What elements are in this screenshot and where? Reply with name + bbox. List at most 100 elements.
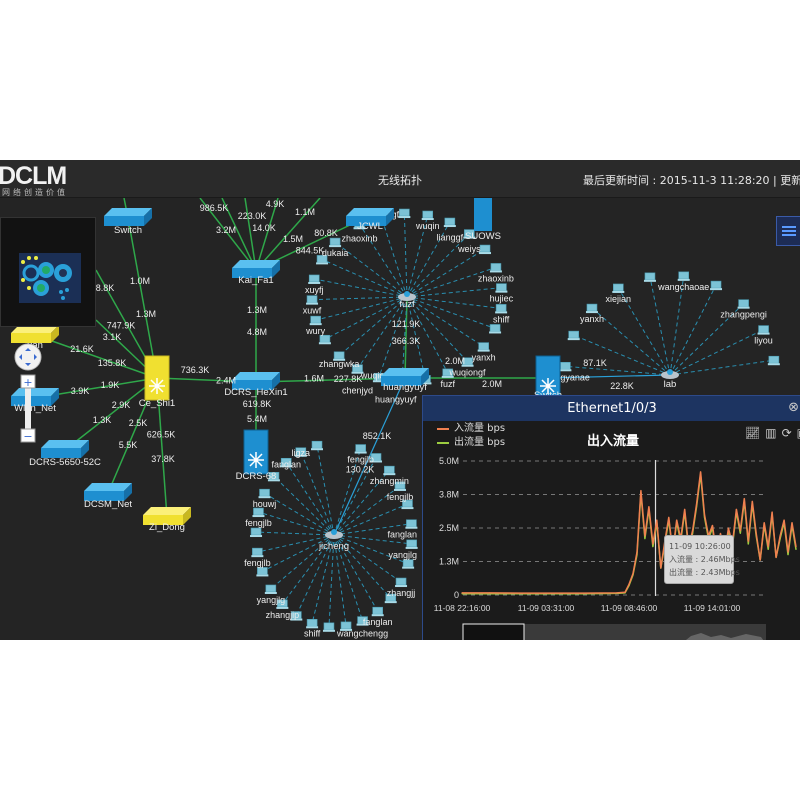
node-dcsm[interactable]: DCSM_Net [84, 483, 132, 510]
host-computer-icon[interactable] [264, 584, 277, 594]
host-computer-icon[interactable] [290, 611, 303, 621]
host-computer-icon[interactable] [322, 622, 335, 632]
host-computer-icon[interactable] [316, 255, 329, 265]
host-computer-icon[interactable] [306, 295, 319, 305]
host-computer-icon[interactable] [495, 283, 508, 293]
link-offscreen[interactable] [255, 198, 321, 271]
host-computer-icon[interactable] [294, 447, 307, 457]
host-computer-icon[interactable] [757, 325, 770, 335]
host-computer-icon[interactable] [421, 210, 434, 221]
node-fuzf[interactable]: fuzf [398, 291, 416, 310]
host-computer-icon[interactable] [256, 567, 269, 577]
host-computer-icon[interactable] [250, 527, 263, 538]
close-icon[interactable]: ⊗ [788, 400, 799, 415]
host-computer-icon[interactable] [267, 472, 280, 482]
host-computer-icon[interactable] [318, 334, 331, 345]
host-computer-icon[interactable] [461, 357, 474, 367]
host-computer-icon[interactable] [677, 271, 690, 281]
host-computer-icon[interactable] [252, 507, 265, 518]
data-zoom-slider[interactable] [463, 624, 766, 640]
host-computer-icon[interactable] [329, 237, 342, 248]
link-ceshi-zidong[interactable] [156, 377, 168, 518]
legend-in[interactable]: 入流量 bps [437, 423, 505, 435]
host-computer-icon[interactable] [398, 208, 411, 219]
host-computer-icon[interactable] [351, 364, 364, 374]
zoom-control[interactable]: + − [14, 343, 44, 447]
link-offscreen[interactable] [255, 198, 279, 271]
host-computer-icon[interactable] [612, 283, 625, 293]
zoom-out-button[interactable]: − [20, 428, 36, 443]
host-computer-icon[interactable] [737, 299, 750, 309]
host-computer-icon[interactable] [354, 444, 367, 454]
link-huang-fuzf[interactable] [404, 296, 408, 379]
host-computer-icon[interactable] [401, 499, 414, 510]
host-computer-icon[interactable] [308, 274, 321, 284]
host-computer-icon[interactable] [280, 457, 293, 468]
menu-button[interactable] [776, 216, 800, 246]
host-computer-icon[interactable] [441, 368, 454, 378]
node-huang[interactable]: huangyuyf [381, 368, 429, 393]
link-offscreen[interactable] [199, 198, 257, 271]
host-computer-icon[interactable] [585, 303, 598, 314]
bar-chart-icon[interactable]: ▥ [765, 426, 777, 440]
host-computer-icon[interactable] [258, 488, 271, 499]
host-computer-icon[interactable] [370, 453, 383, 463]
host-computer-icon[interactable] [405, 519, 418, 529]
line-chart-icon[interactable]: 📈︎ [745, 426, 761, 440]
host-computer-icon[interactable] [384, 593, 397, 604]
node-zidong[interactable]: Zi_Dong [143, 507, 191, 533]
node-jicheng[interactable]: jicheng [318, 529, 349, 552]
host-computer-icon[interactable] [356, 616, 369, 626]
node-jcwl[interactable]: JCWL [346, 208, 394, 232]
host-computer-icon[interactable] [383, 465, 396, 476]
link-offscreen[interactable] [221, 198, 257, 271]
host-computer-icon[interactable] [477, 342, 490, 352]
node-kaifa[interactable]: Kai_Fa1 [232, 260, 280, 286]
save-icon[interactable]: ▣ [797, 426, 800, 440]
host-computer-icon[interactable] [395, 577, 408, 588]
host-computer-icon[interactable] [309, 315, 322, 326]
host-computer-icon[interactable] [310, 440, 323, 451]
host-computer-icon[interactable] [495, 304, 508, 314]
host-computer-icon[interactable] [643, 272, 656, 282]
minimap[interactable] [0, 217, 96, 327]
refresh-icon[interactable]: ⟳ [781, 426, 792, 440]
host-computer-icon[interactable] [767, 355, 780, 366]
host-computer-icon[interactable] [489, 263, 502, 273]
host-computer-icon[interactable] [463, 229, 476, 239]
link-ceshi-huan[interactable] [34, 334, 158, 379]
zoom-in-button[interactable]: + [20, 374, 36, 389]
legend-out[interactable]: 出流量 bps [437, 437, 505, 449]
node-hexin[interactable]: DCRS_HeXin1 [224, 372, 288, 398]
host-computer-icon[interactable] [333, 351, 346, 361]
host-computer-icon[interactable] [340, 621, 353, 631]
host-computer-icon[interactable] [402, 559, 415, 569]
node-switch_top[interactable]: Switch [104, 208, 152, 236]
host-computer-icon[interactable] [393, 481, 406, 491]
host-computer-icon[interactable] [567, 330, 580, 341]
host-computer-icon[interactable] [276, 599, 289, 609]
host-computer-icon[interactable] [306, 619, 319, 629]
data-zoom-handle[interactable] [462, 623, 525, 640]
host-computer-icon[interactable] [371, 606, 384, 617]
host-computer-icon[interactable] [405, 539, 418, 549]
node-dcrs68[interactable]: DCRS-68 [236, 429, 277, 482]
host-computer-icon[interactable] [559, 361, 572, 372]
link-switch-lab[interactable] [547, 374, 671, 379]
link-offscreen[interactable] [244, 198, 257, 271]
pan-control[interactable] [14, 343, 42, 371]
host-computer-icon[interactable] [489, 324, 502, 334]
host-computer-icon[interactable] [443, 217, 456, 228]
node-lab[interactable]: lab [661, 369, 679, 390]
link-jicheng-huang[interactable] [333, 377, 406, 536]
link-ceshi-switch_top[interactable] [127, 217, 158, 379]
zoom-slider[interactable] [25, 376, 31, 436]
host-computer-icon[interactable] [251, 547, 264, 558]
link-ceshi-dcrs5650[interactable] [64, 377, 158, 451]
host-computer-icon[interactable] [710, 280, 723, 291]
node-ceshi[interactable]: Ce_Shi1 [139, 355, 175, 409]
node-suows[interactable]: SUOWS [465, 198, 501, 242]
node-dcrs5650[interactable]: DCRS-5650-52C [29, 440, 101, 468]
host-computer-icon[interactable] [479, 244, 492, 255]
